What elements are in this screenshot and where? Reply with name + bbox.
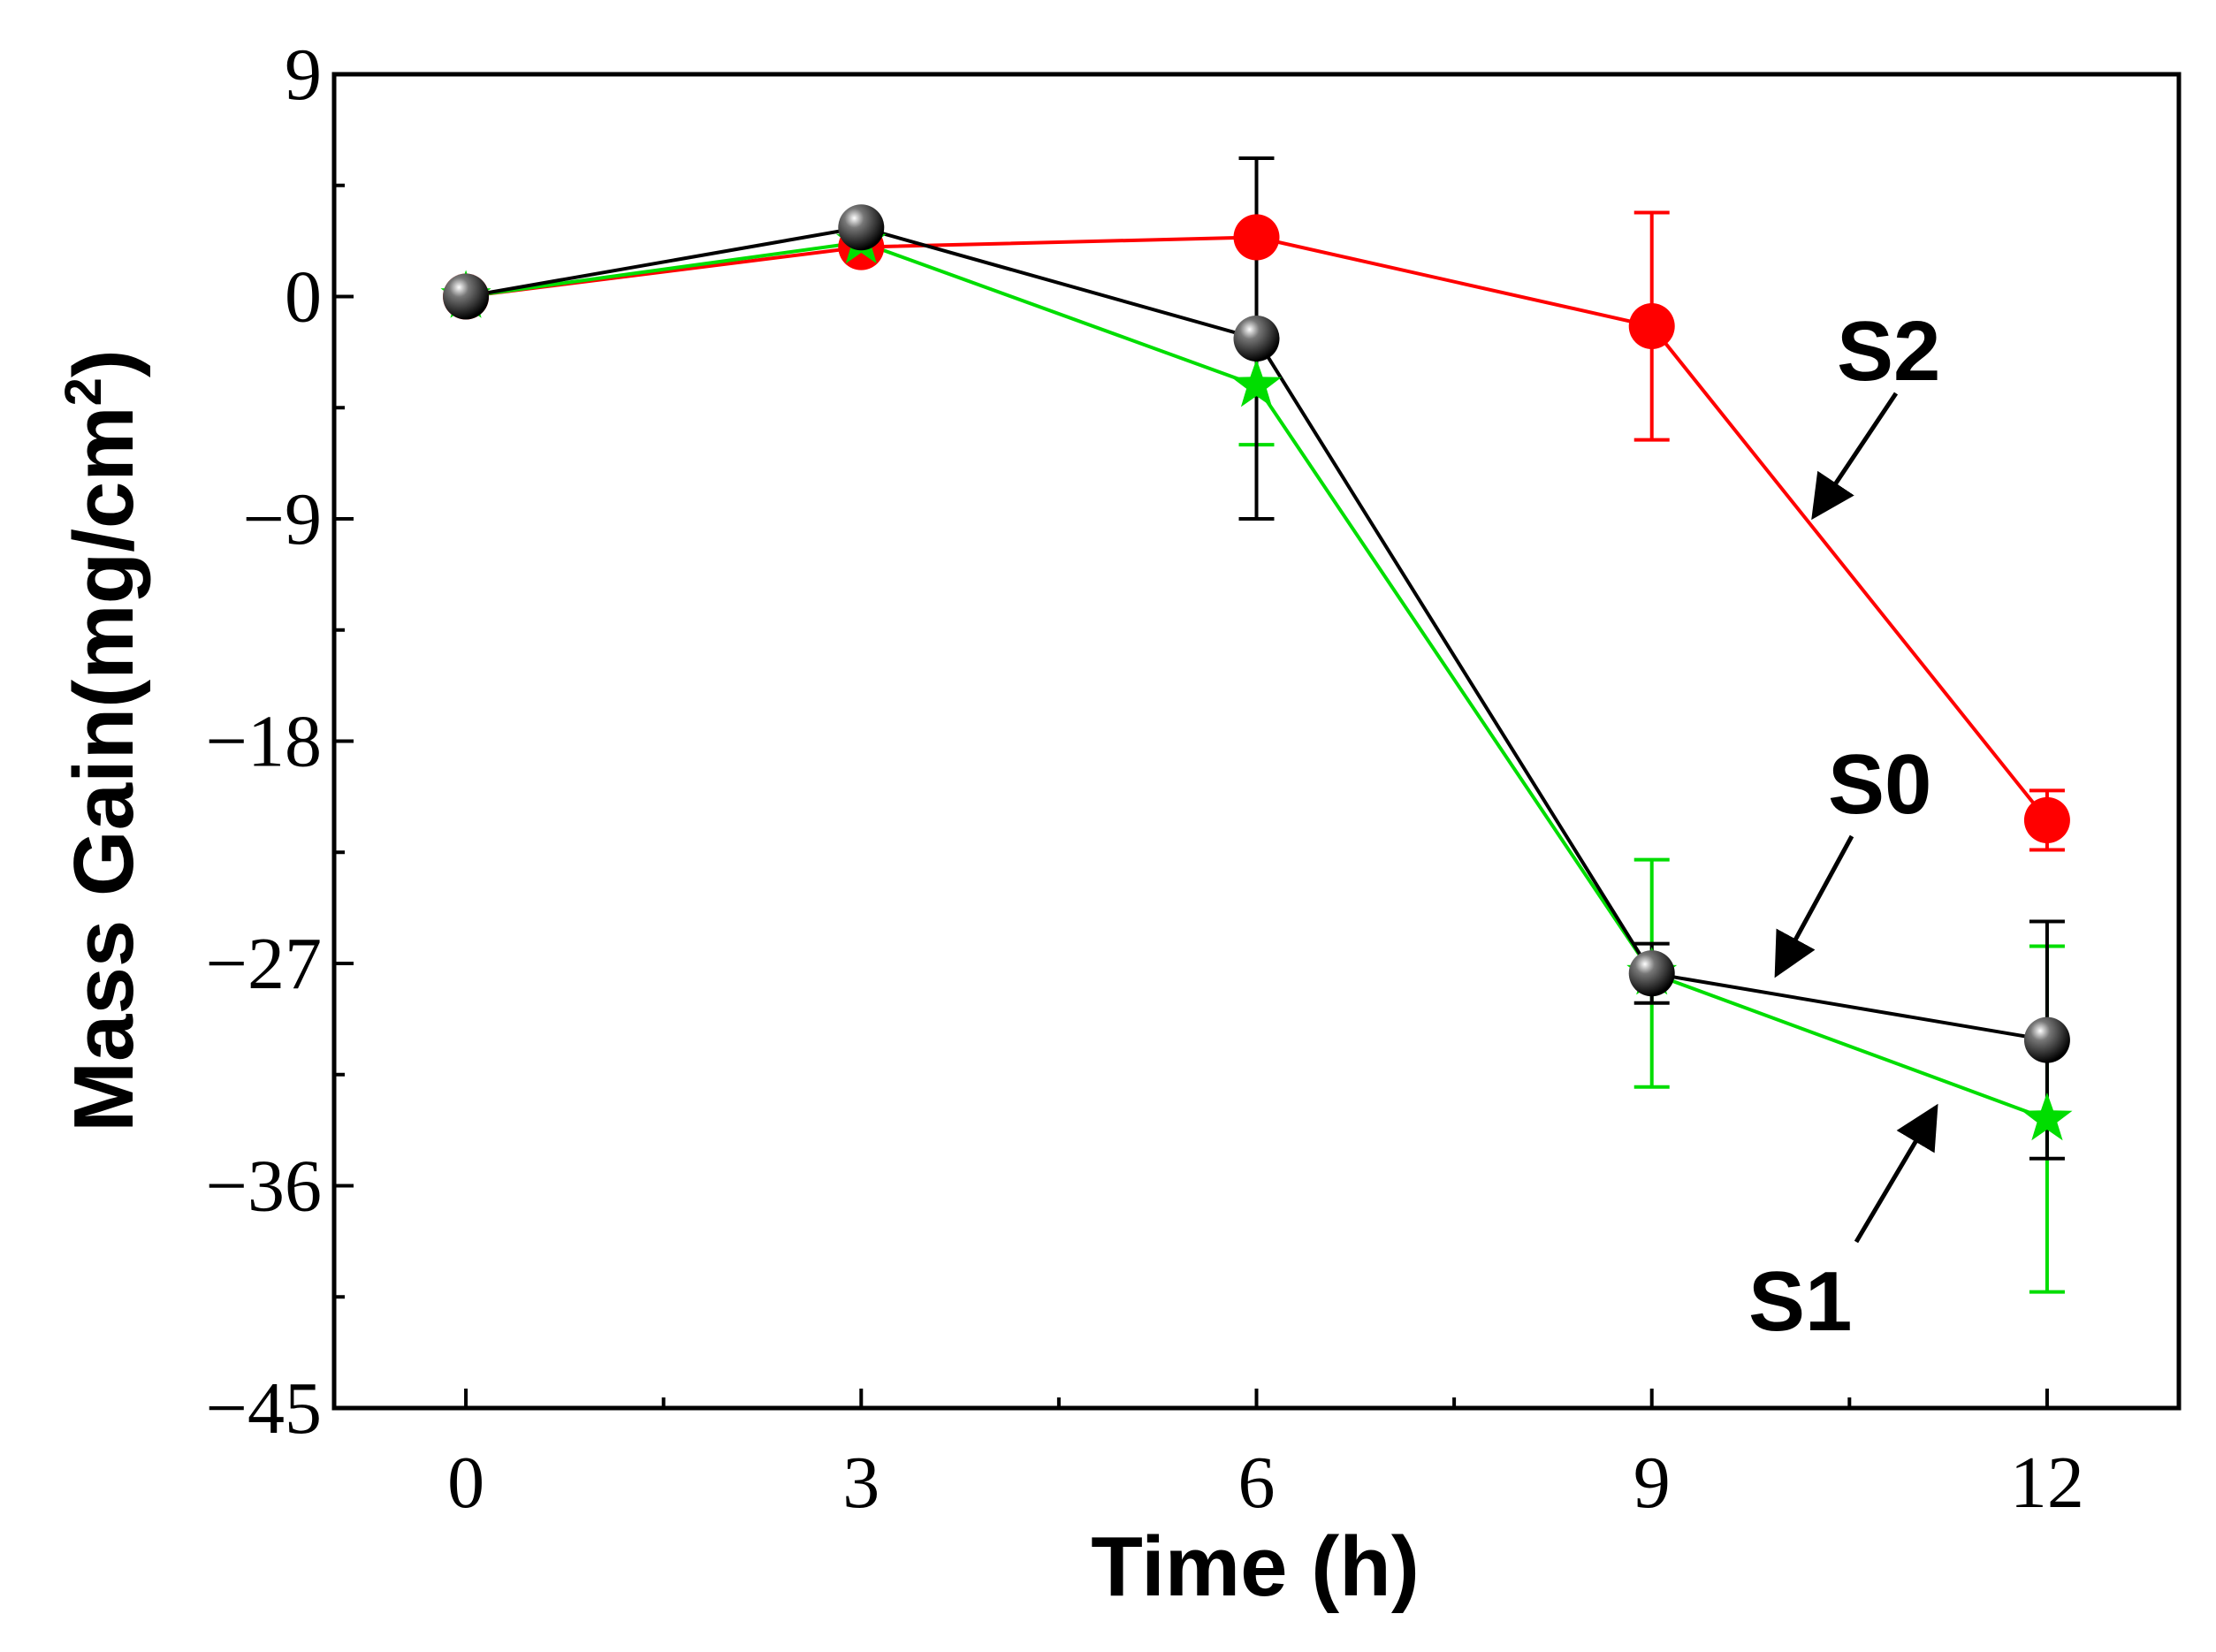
x-axis-title: Time (h)	[1091, 1519, 1420, 1614]
x-tick-label: 0	[447, 1442, 484, 1524]
s0-arrow	[1774, 834, 1854, 978]
annotation-arrows	[1774, 392, 1938, 1244]
s0-point	[443, 273, 490, 320]
s1-point	[2022, 1092, 2073, 1141]
s2-arrow	[1811, 392, 1899, 521]
annotation-s0: S0	[1828, 737, 1931, 832]
s2-point	[1628, 303, 1675, 350]
s0-point	[1233, 316, 1280, 362]
s1-arrow	[1854, 1103, 1938, 1244]
y-tick-label: 9	[285, 34, 322, 116]
series-markers	[440, 204, 2073, 1141]
y-axis-title-superscript: 2	[55, 377, 112, 406]
y-axis-title-main: Mass Gain(mg/cm	[57, 406, 151, 1132]
annotation-s1: S1	[1748, 1254, 1852, 1349]
s2-point	[2023, 796, 2070, 843]
x-tick-label: 9	[1633, 1442, 1671, 1524]
y-tick-label: −18	[206, 701, 322, 783]
s0-point	[2023, 1016, 2070, 1063]
s2-point	[1233, 214, 1280, 261]
y-tick-label: −45	[206, 1367, 322, 1450]
x-tick-label: 6	[1238, 1442, 1276, 1524]
y-axis-title: Mass Gain(mg/cm2)	[55, 349, 151, 1132]
s1-point	[1231, 359, 1282, 407]
annotation-s2: S2	[1837, 304, 1940, 399]
s0-point	[1628, 950, 1675, 997]
y-tick-label: −27	[206, 923, 322, 1005]
y-tick-label: −36	[206, 1146, 322, 1228]
y-tick-label: 0	[285, 256, 322, 339]
x-axis-ticks: 0 3 6 9 12	[447, 1389, 2084, 1524]
y-axis-ticks: 9 0 −9 −18 −27 −36 −45	[206, 34, 354, 1450]
y-axis-title-close: )	[57, 349, 151, 377]
x-tick-label: 12	[2010, 1442, 2084, 1524]
s0-point	[838, 204, 885, 251]
x-tick-label: 3	[842, 1442, 880, 1524]
y-tick-label: −9	[243, 478, 322, 560]
